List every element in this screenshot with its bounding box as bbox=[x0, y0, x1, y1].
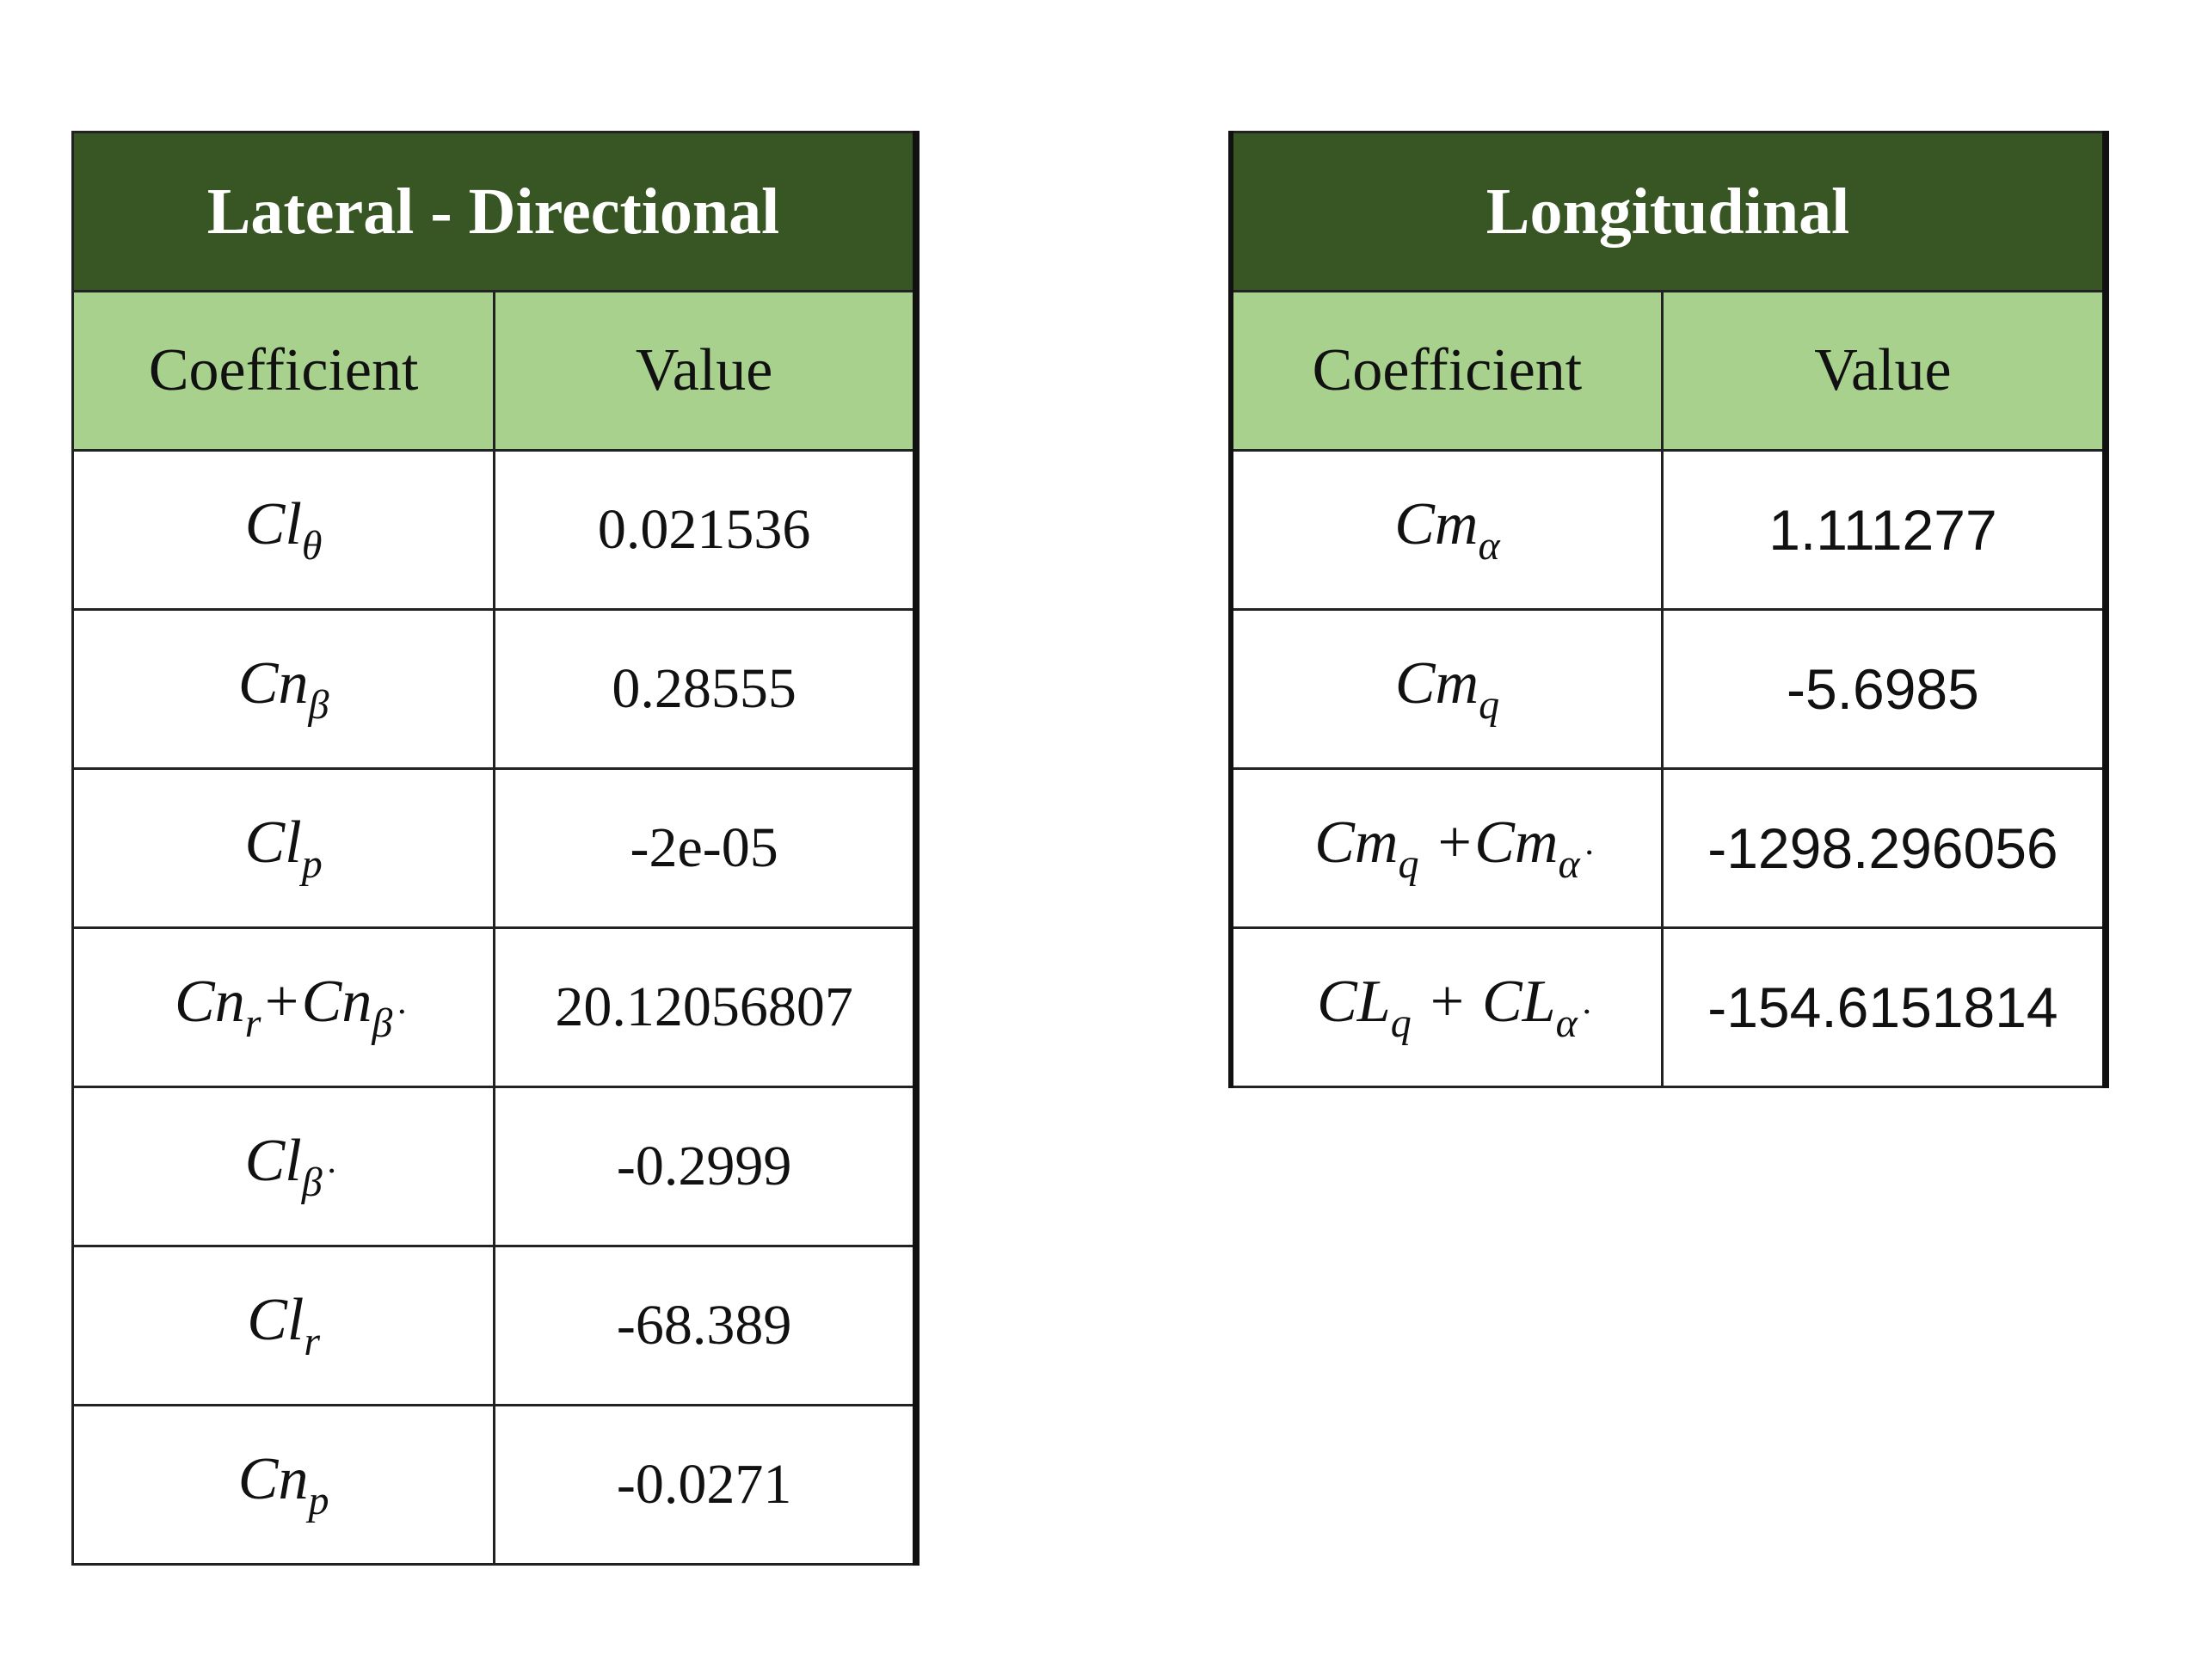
title-row: Longitudinal bbox=[1229, 131, 2107, 292]
value-cell: -1298.296056 bbox=[1660, 767, 2107, 929]
symbol: Cl bbox=[244, 809, 302, 876]
subscript: p bbox=[301, 841, 323, 887]
subscript: q bbox=[1398, 841, 1419, 887]
data-row: Clβ̇ -0.2999 bbox=[71, 1086, 918, 1247]
title-row: Lateral - Directional bbox=[71, 131, 918, 292]
coefficient-cell: Clp bbox=[71, 767, 496, 929]
symbol: + CL bbox=[1411, 969, 1556, 1035]
symbol: Cn bbox=[175, 969, 245, 1035]
coefficient-cell: CLq + CLα̇ bbox=[1229, 926, 1664, 1088]
value-cell: -0.2999 bbox=[493, 1086, 918, 1247]
data-row: Cnp -0.0271 bbox=[71, 1404, 918, 1566]
subscript: p bbox=[308, 1478, 329, 1523]
column-header: Coefficient bbox=[71, 290, 496, 452]
subscript: q bbox=[1479, 682, 1500, 728]
subscript: β̇ bbox=[301, 1160, 323, 1205]
data-row: CLq + CLα̇ -154.6151814 bbox=[1229, 926, 2107, 1088]
data-row: Cmα 1.111277 bbox=[1229, 449, 2107, 611]
subscript: q bbox=[1390, 1000, 1412, 1046]
data-row: Cmq +Cmα̇ -1298.296056 bbox=[1229, 767, 2107, 929]
coefficient-cell: Clβ̇ bbox=[71, 1086, 496, 1247]
subscript: θ bbox=[301, 523, 323, 569]
symbol: Cl bbox=[244, 491, 302, 557]
subscript: α̇ bbox=[1555, 1000, 1578, 1046]
symbol: Cn bbox=[237, 650, 309, 717]
symbol: CL bbox=[1317, 969, 1391, 1035]
data-row: Cnβ 0.28555 bbox=[71, 608, 918, 770]
data-row: Clp -2e-05 bbox=[71, 767, 918, 929]
subscript: α̇ bbox=[1558, 841, 1580, 887]
lateral-table: Lateral - Directional Coefficient Value Clθ… bbox=[71, 131, 920, 1566]
coefficient-cell: Cmα bbox=[1229, 449, 1664, 611]
coefficient-cell: Cmq +Cmα̇ bbox=[1229, 767, 1664, 929]
coefficient-cell: Cnp bbox=[71, 1404, 496, 1566]
coefficient-cell: Cnr+Cnβ̇ bbox=[71, 926, 496, 1088]
column-header: Value bbox=[1660, 290, 2107, 452]
coefficient-cell: Cmq bbox=[1229, 608, 1664, 770]
symbol: Cn bbox=[237, 1446, 309, 1512]
subscript: α bbox=[1478, 523, 1500, 569]
data-row: Cnr+Cnβ̇ 20.12056807 bbox=[71, 926, 918, 1088]
subscript: r bbox=[304, 1319, 321, 1364]
value-cell: -68.389 bbox=[493, 1245, 918, 1406]
column-header: Value bbox=[493, 290, 918, 452]
value-cell: -154.6151814 bbox=[1660, 926, 2107, 1088]
value-cell: 0.021536 bbox=[493, 449, 918, 611]
symbol: Cm bbox=[1394, 650, 1479, 717]
header-row: Coefficient Value bbox=[71, 290, 918, 452]
table-title: Lateral - Directional bbox=[71, 131, 918, 292]
symbol: Cm bbox=[1394, 491, 1479, 557]
symbol: Cm bbox=[1314, 809, 1399, 876]
subscript: β̇ bbox=[372, 1000, 393, 1046]
data-row: Clr -68.389 bbox=[71, 1245, 918, 1406]
column-header: Coefficient bbox=[1229, 290, 1664, 452]
symbol: Cl bbox=[244, 1128, 302, 1194]
coefficient-cell: Clθ bbox=[71, 449, 496, 611]
subscript: r bbox=[244, 1000, 261, 1046]
symbol: Cl bbox=[247, 1287, 304, 1353]
value-cell: 1.111277 bbox=[1660, 449, 2107, 611]
data-row: Cmq -5.6985 bbox=[1229, 608, 2107, 770]
header-row: Coefficient Value bbox=[1229, 290, 2107, 452]
coefficient-cell: Cnβ bbox=[71, 608, 496, 770]
value-cell: -2e-05 bbox=[493, 767, 918, 929]
coefficient-cell: Clr bbox=[71, 1245, 496, 1406]
value-cell: 20.12056807 bbox=[493, 926, 918, 1088]
value-cell: 0.28555 bbox=[493, 608, 918, 770]
value-cell: -5.6985 bbox=[1660, 608, 2107, 770]
symbol: +Cm bbox=[1418, 809, 1559, 876]
subscript: β bbox=[308, 682, 329, 728]
symbol: +Cn bbox=[261, 969, 372, 1035]
data-row: Clθ 0.021536 bbox=[71, 449, 918, 611]
longitudinal-table: Longitudinal Coefficient Value Cmα 1.111277 C… bbox=[1228, 131, 2109, 1088]
table-title: Longitudinal bbox=[1229, 131, 2107, 292]
value-cell: -0.0271 bbox=[493, 1404, 918, 1566]
